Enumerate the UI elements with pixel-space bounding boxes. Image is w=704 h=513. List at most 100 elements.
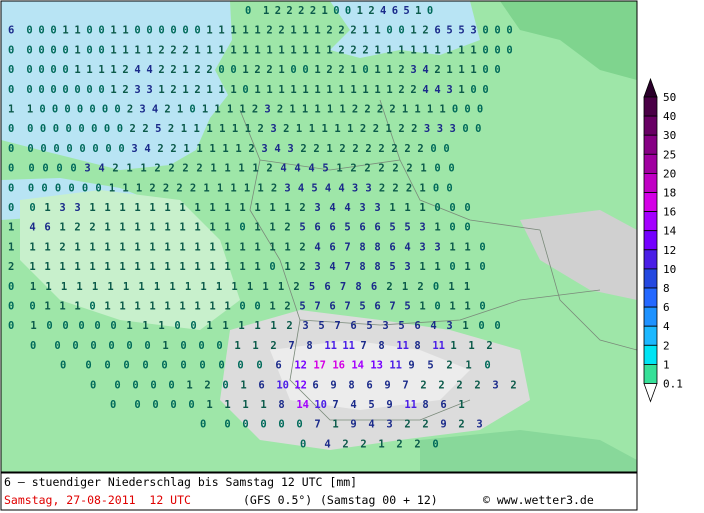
value: 2 [320,25,333,37]
value: 0 [8,301,14,313]
value: 6 [368,222,381,234]
value: 1 [452,64,465,76]
value: 0 [440,182,453,194]
value: 1 [283,104,296,116]
value: 1 [200,84,213,96]
value: 2 [354,123,367,135]
value: 1 [248,241,261,253]
value: 1 [143,241,156,253]
value: 2 [251,123,264,135]
value-row: 6 0 0 0 1 1 0 0 1 1 0 0 0 0 0 0 1 1 1 1 … [8,25,513,37]
value: 1 [413,301,426,313]
value: 0 [117,360,130,372]
value: 2 [198,379,211,391]
value: 1 [440,64,453,76]
value: 8 [408,340,421,352]
value: 1 [263,241,276,253]
value: 1 [413,182,426,194]
value: 2 [278,301,291,313]
value: 1 [260,44,273,56]
value: 5 [398,301,411,313]
value: 1 [408,104,421,116]
plains [20,190,240,330]
value: 2 [248,64,261,76]
value: 0 [192,340,205,352]
value: 1 [216,143,229,155]
value: 3 [418,123,431,135]
value: 6 [353,222,366,234]
value: 0 [488,320,501,332]
value: 3 [428,241,441,253]
value: 0 [64,163,77,175]
value: 1 [158,202,171,214]
value: 4 [288,163,301,175]
value: 2 [359,143,372,155]
value: 0 [84,340,97,352]
value: 0 [8,84,14,96]
value: 3 [346,182,359,194]
value: 1 [284,84,297,96]
value: 0 [89,182,102,194]
value: 0 [8,64,14,76]
value: 0 [469,123,482,135]
value: 1 [248,84,261,96]
value: 1 [101,281,114,293]
value: 2 [332,64,345,76]
value: 1 [379,123,392,135]
value: 0 [233,301,246,313]
value: 1 [236,64,249,76]
value: 2 [116,84,129,96]
value: 6 [323,301,336,313]
value: 7 [282,340,295,352]
value: 1 [246,163,259,175]
value: 1 [458,281,471,293]
value: 0 [47,143,60,155]
value: 1 [212,25,225,37]
value: 1 [372,438,385,450]
value: 1 [272,64,285,76]
map-frame [0,0,638,473]
value: 1 [321,104,334,116]
value: 0 [83,301,96,313]
value: 1 [278,202,291,214]
value: 1 [203,241,216,253]
value: 0 [236,419,249,431]
value: 1 [296,25,309,37]
value-row: 0 0 0 0 0 0 0 0 0 0 0 6 12 17 16 14 13 1… [60,360,491,372]
value: 3 [404,64,417,76]
value: 0 [168,320,181,332]
value: 1 [233,241,246,253]
value: 4 [374,5,387,17]
value: 1 [225,281,238,293]
border [259,159,401,171]
value: 0 [56,64,69,76]
value-row: 0 1 2 2 2 2 1 0 0 1 2 4 6 5 1 0 [245,5,433,17]
footer-model: (GFS 0.5°) [243,493,312,507]
value: 1 [248,25,261,37]
value: 1 [396,281,409,293]
value: 0 [83,104,96,116]
value: 3 [128,84,141,96]
value: 1 [278,261,291,273]
value: 1 [174,123,187,135]
value: 1 [328,123,341,135]
value: 1 [368,84,381,96]
value: 0 [56,84,69,96]
value: 1 [152,320,165,332]
value: 1 [218,202,231,214]
value: 0 [112,143,125,155]
value: 2 [432,379,445,391]
border [379,99,541,231]
value: 0 [92,44,105,56]
value: 1 [98,241,111,253]
value: 2 [280,320,293,332]
footer-title: 6 — stuendiger Niederschlag bis Samstag … [4,475,357,489]
value: 7 [308,419,321,431]
value: 1 [23,261,36,273]
map: 0 1 2 2 2 2 1 0 0 1 2 4 6 5 1 0 6 0 0 0 1… [0,0,638,473]
value: 1 [21,104,34,116]
value: 1 [140,44,153,56]
value: 1 [224,25,237,37]
border [299,289,601,326]
